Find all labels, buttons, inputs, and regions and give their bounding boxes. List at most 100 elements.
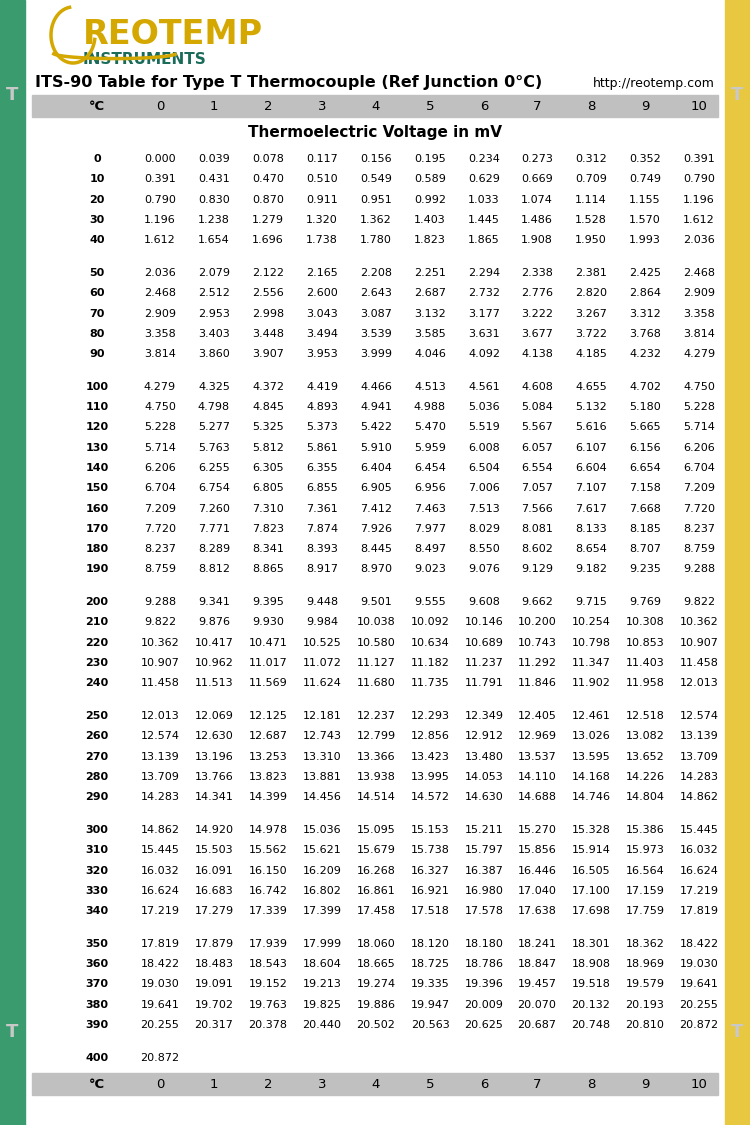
Text: 0.749: 0.749 <box>629 174 661 184</box>
Text: 0.669: 0.669 <box>521 174 553 184</box>
Text: 16.091: 16.091 <box>195 865 233 875</box>
Text: 20.687: 20.687 <box>518 1020 556 1030</box>
Text: 7.463: 7.463 <box>414 504 446 514</box>
Text: 6.504: 6.504 <box>468 464 500 472</box>
Text: 15.973: 15.973 <box>626 845 664 855</box>
Text: 7: 7 <box>532 99 542 113</box>
Text: 0.790: 0.790 <box>683 174 715 184</box>
Text: 7.107: 7.107 <box>575 484 607 493</box>
Text: 1.612: 1.612 <box>144 235 176 245</box>
Text: 1.196: 1.196 <box>683 195 715 205</box>
Text: 20.872: 20.872 <box>140 1053 179 1063</box>
Text: 13.253: 13.253 <box>248 752 287 762</box>
Text: 0.117: 0.117 <box>306 154 338 164</box>
Text: 2.998: 2.998 <box>252 308 284 318</box>
Text: 8.185: 8.185 <box>629 524 661 534</box>
Text: 5.277: 5.277 <box>198 423 230 432</box>
Text: 15.153: 15.153 <box>411 825 449 835</box>
Text: 8.812: 8.812 <box>198 565 230 575</box>
Text: 17.638: 17.638 <box>518 906 556 916</box>
Text: 12.743: 12.743 <box>302 731 341 741</box>
Text: 6.057: 6.057 <box>521 443 553 452</box>
Text: T: T <box>731 86 744 104</box>
Text: 10: 10 <box>691 1078 707 1090</box>
Text: 14.688: 14.688 <box>518 792 556 802</box>
Text: 15.211: 15.211 <box>464 825 503 835</box>
Text: 5.036: 5.036 <box>468 403 500 412</box>
Text: 15.738: 15.738 <box>410 845 449 855</box>
Text: 260: 260 <box>86 731 109 741</box>
Text: 2: 2 <box>264 1078 272 1090</box>
Text: 6.754: 6.754 <box>198 484 230 493</box>
Text: 9.288: 9.288 <box>683 565 715 575</box>
Text: 19.213: 19.213 <box>302 980 341 990</box>
Text: 7.823: 7.823 <box>252 524 284 534</box>
Text: 0.156: 0.156 <box>360 154 392 164</box>
Text: 9.662: 9.662 <box>521 597 553 608</box>
Text: 20.502: 20.502 <box>356 1020 395 1030</box>
Text: 1.823: 1.823 <box>414 235 446 245</box>
Text: 18.422: 18.422 <box>140 960 179 970</box>
Text: 4.941: 4.941 <box>360 403 392 412</box>
Text: 290: 290 <box>86 792 109 802</box>
Text: 3.814: 3.814 <box>683 328 715 339</box>
Text: 16.446: 16.446 <box>518 865 556 875</box>
Text: 7.668: 7.668 <box>629 504 661 514</box>
Text: 11.513: 11.513 <box>195 678 233 688</box>
Text: 0.234: 0.234 <box>468 154 500 164</box>
Text: 7: 7 <box>532 1078 542 1090</box>
Text: 4.185: 4.185 <box>575 349 607 359</box>
Text: 18.060: 18.060 <box>357 939 395 950</box>
Text: 4.513: 4.513 <box>414 382 446 391</box>
Text: 8.865: 8.865 <box>252 565 284 575</box>
Text: 190: 190 <box>86 565 109 575</box>
Text: 6.654: 6.654 <box>629 464 661 472</box>
Text: INSTRUMENTS: INSTRUMENTS <box>83 53 207 68</box>
Text: 14.862: 14.862 <box>140 825 179 835</box>
Text: 12.574: 12.574 <box>680 711 718 721</box>
Text: 16.921: 16.921 <box>410 885 449 896</box>
Text: 16.742: 16.742 <box>248 885 287 896</box>
Text: 310: 310 <box>86 845 109 855</box>
Text: 9: 9 <box>640 1078 650 1090</box>
Text: 240: 240 <box>86 678 109 688</box>
Text: 5.228: 5.228 <box>683 403 715 412</box>
Text: 1.279: 1.279 <box>252 215 284 225</box>
Text: 10.525: 10.525 <box>302 638 341 648</box>
Text: 180: 180 <box>86 544 109 555</box>
Text: 300: 300 <box>86 825 109 835</box>
Text: 3.448: 3.448 <box>252 328 284 339</box>
Text: 4.279: 4.279 <box>683 349 715 359</box>
Text: 14.514: 14.514 <box>356 792 395 802</box>
Text: 7.209: 7.209 <box>144 504 176 514</box>
Text: 8.341: 8.341 <box>252 544 284 555</box>
Text: 17.100: 17.100 <box>572 885 610 896</box>
Text: 12.293: 12.293 <box>410 711 449 721</box>
Bar <box>32 94 718 117</box>
Text: 17.279: 17.279 <box>194 906 233 916</box>
Text: 10.907: 10.907 <box>140 658 179 668</box>
Text: 150: 150 <box>86 484 109 493</box>
Text: 20.563: 20.563 <box>411 1020 449 1030</box>
Text: 20.317: 20.317 <box>194 1020 233 1030</box>
Text: T: T <box>6 1023 19 1041</box>
Text: 20.440: 20.440 <box>302 1020 341 1030</box>
Text: 11.182: 11.182 <box>410 658 449 668</box>
Text: 15.270: 15.270 <box>518 825 556 835</box>
Text: 14.283: 14.283 <box>140 792 179 802</box>
Text: 9.822: 9.822 <box>683 597 715 608</box>
Text: 370: 370 <box>86 980 109 990</box>
Text: 20.810: 20.810 <box>626 1020 664 1030</box>
Text: 2.165: 2.165 <box>306 268 338 278</box>
Text: 3.677: 3.677 <box>521 328 553 339</box>
Text: 17.999: 17.999 <box>302 939 341 950</box>
Text: 18.362: 18.362 <box>626 939 664 950</box>
Text: 3.267: 3.267 <box>575 308 607 318</box>
Text: 2.909: 2.909 <box>144 308 176 318</box>
Text: 12.518: 12.518 <box>626 711 664 721</box>
Text: 2.909: 2.909 <box>683 288 715 298</box>
Text: 0: 0 <box>156 99 164 113</box>
Text: 10.092: 10.092 <box>410 618 449 628</box>
Text: 5.910: 5.910 <box>360 443 392 452</box>
Text: 11.072: 11.072 <box>302 658 341 668</box>
